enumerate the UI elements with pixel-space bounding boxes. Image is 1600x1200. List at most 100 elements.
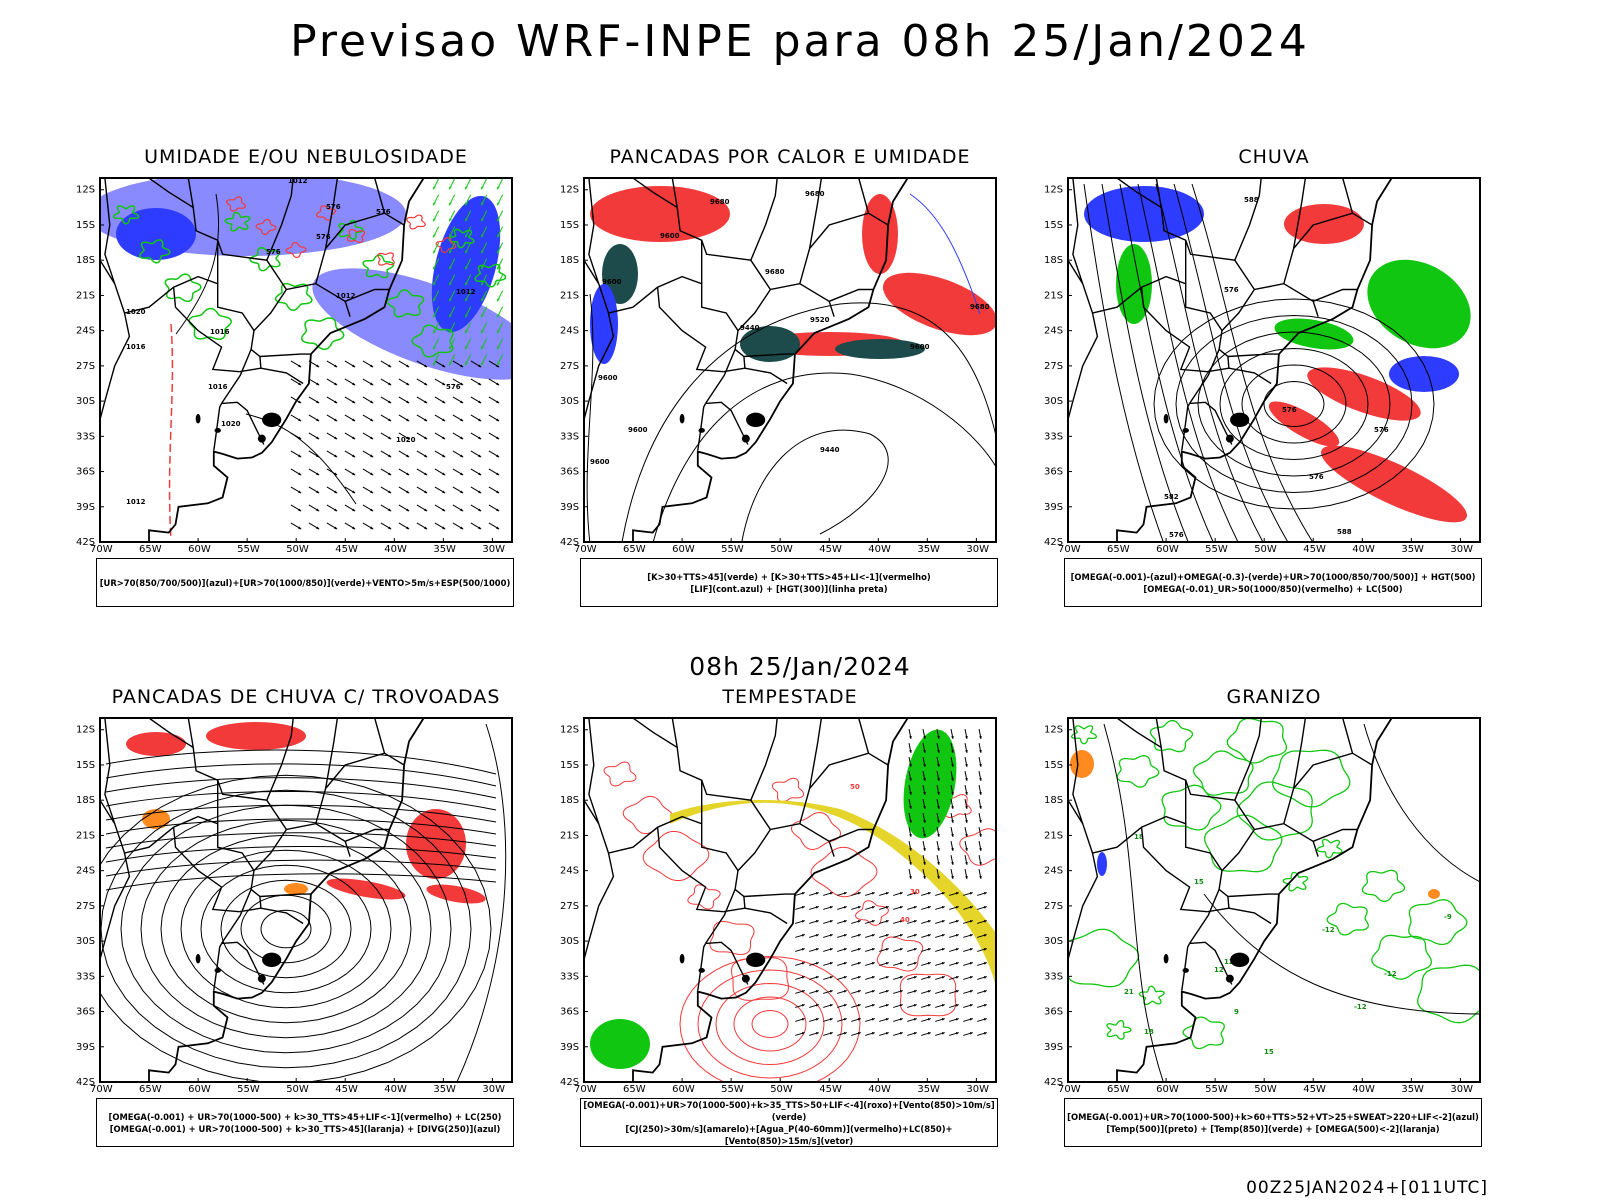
precip-water-contour — [697, 969, 843, 1079]
precip-water-contour — [771, 777, 805, 803]
country-border — [172, 275, 255, 373]
streamline — [456, 723, 507, 1082]
lat-tick-label: 39S — [560, 502, 579, 513]
country-border — [828, 301, 835, 317]
streamline — [260, 909, 312, 949]
wind-vector — [865, 947, 875, 952]
wind-vector — [978, 756, 982, 768]
wind-vector — [907, 919, 917, 924]
lat-tick-label: 33S — [76, 971, 95, 982]
wind-vector — [964, 854, 968, 866]
wind-vector — [879, 975, 889, 980]
height-contour — [1175, 314, 1413, 494]
wind-vector — [935, 891, 945, 896]
wind-vector — [809, 891, 819, 896]
wind-vector — [935, 961, 945, 966]
country-border — [1181, 403, 1191, 451]
wind-vector — [837, 1031, 847, 1036]
wind-vector — [865, 989, 875, 994]
wind-vector — [964, 770, 968, 782]
wind-vector — [950, 854, 954, 866]
lon-tick-label: 45W — [335, 1084, 358, 1095]
wind-vector — [963, 961, 973, 966]
coastline — [148, 718, 425, 1082]
country-border — [221, 888, 262, 944]
wind-vector — [496, 306, 504, 318]
wind-vector — [977, 947, 987, 952]
map-frame — [1067, 177, 1481, 543]
lon-tick-label: 60W — [188, 1084, 211, 1095]
wind-vector — [448, 354, 456, 366]
wind-vector — [936, 840, 940, 852]
wind-vector — [434, 486, 446, 494]
wind-vector — [795, 989, 805, 994]
wind-vector — [290, 468, 302, 476]
country-border — [373, 718, 386, 754]
wind-vector — [448, 306, 456, 318]
pressure-isobar — [175, 193, 220, 335]
map-frame — [1067, 717, 1481, 1083]
lon-tick-label: 55W — [1205, 544, 1228, 555]
wind-vector — [977, 1031, 987, 1036]
country-border — [1221, 752, 1373, 872]
humidity-contour-green — [386, 289, 425, 318]
contour-label: 21 — [1124, 988, 1134, 996]
country-border — [705, 888, 746, 944]
wind-vector — [480, 210, 488, 222]
temp-850-contour — [1182, 1016, 1225, 1050]
wind-vector — [936, 812, 940, 824]
wind-vector — [464, 290, 472, 302]
contour-label: -12 — [1354, 1003, 1367, 1011]
lat-tick-label: 12S — [560, 185, 579, 196]
wind-vector — [434, 504, 446, 512]
lat-tick-label: 21S — [76, 830, 95, 841]
wind-vector — [935, 975, 945, 980]
wind-vector — [908, 826, 912, 838]
lake — [698, 428, 705, 433]
lon-tick-label: 65W — [623, 1084, 646, 1095]
country-border — [737, 752, 889, 872]
temp-850-contour — [1271, 749, 1351, 808]
wind-vector — [344, 450, 356, 458]
wind-vector — [362, 486, 374, 494]
contour-label: 9600 — [590, 458, 610, 466]
wind-vector — [963, 975, 973, 980]
wind-vector — [908, 854, 912, 866]
country-border — [701, 239, 771, 290]
temp-850-contour — [1203, 814, 1283, 873]
contour-label: 1020 — [396, 436, 416, 444]
country-border — [100, 259, 116, 285]
wind-vector — [795, 1003, 805, 1008]
contour-label: 9 — [1234, 1008, 1239, 1016]
main-title: Previsao WRF-INPE para 08h 25/Jan/2024 — [290, 16, 1310, 67]
wind-vector — [893, 1003, 903, 1008]
wind-vector — [464, 178, 472, 190]
wind-vector — [290, 486, 302, 494]
wind-vector — [879, 905, 889, 910]
lon-tick-label: 35W — [433, 544, 456, 555]
lat-tick-label: 27S — [560, 901, 579, 912]
country-border — [1155, 178, 1162, 208]
wind-vector — [921, 891, 931, 896]
wind-vector — [434, 468, 446, 476]
lon-tick-label: 65W — [1107, 1084, 1130, 1095]
wind-vector — [851, 989, 861, 994]
wind-vector — [823, 961, 833, 966]
wind-vector — [977, 891, 987, 896]
wind-vector — [837, 1017, 847, 1022]
country-border — [213, 403, 223, 451]
lon-tick-label: 35W — [917, 1084, 940, 1095]
wind-vector — [380, 414, 392, 422]
lon-tick-label: 60W — [1156, 544, 1179, 555]
wind-vector — [865, 1017, 875, 1022]
contour-label: 40 — [900, 916, 910, 924]
thunderstorm-area-red — [426, 884, 486, 904]
lon-tick-label: 70W — [90, 1084, 113, 1095]
wind-vector — [907, 1031, 917, 1036]
contour-label: 9440 — [820, 446, 840, 454]
lat-tick-label: 30S — [1044, 936, 1063, 947]
country-border — [1341, 178, 1354, 214]
wind-vector — [432, 194, 440, 206]
lat-tick-label: 12S — [1044, 185, 1063, 196]
wind-vector — [380, 468, 392, 476]
